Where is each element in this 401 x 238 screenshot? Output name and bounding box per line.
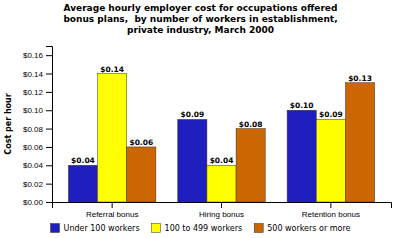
y-tick: $0.16 bbox=[23, 51, 52, 60]
x-tick: Retention bonus bbox=[302, 202, 360, 219]
y-tick: $0.08 bbox=[23, 125, 52, 134]
x-tick: Hiring bonus bbox=[199, 202, 244, 219]
plot: $0.00 $0.02 $0.04 $0.06 $0.08 $0.10 $0.12 $0.14… bbox=[23, 47, 392, 219]
y-tick-label: $0.06 bbox=[23, 143, 44, 152]
data-labels: $0.04 $0.09 $0.10 $0.14 $0.04 $0.09 $0.06 $0.08… bbox=[71, 65, 372, 166]
bar bbox=[287, 110, 316, 202]
bar bbox=[316, 119, 345, 202]
series bbox=[98, 74, 346, 202]
y-tick: $0.12 bbox=[23, 88, 52, 97]
y-tick-label: $0.10 bbox=[23, 106, 44, 115]
data-label: $0.14 bbox=[100, 65, 124, 74]
bar bbox=[127, 147, 156, 202]
x-axis: Referral bonus Hiring bonus Retention bonu… bbox=[53, 202, 392, 219]
legend-label: Under 100 workers bbox=[64, 224, 140, 233]
y-tick-label: $0.12 bbox=[23, 88, 44, 97]
legend-label: 100 to 499 workers bbox=[165, 224, 243, 233]
x-tick-label: Retention bonus bbox=[302, 210, 360, 219]
y-tick: $0.00 bbox=[23, 198, 52, 207]
x-tick-mark bbox=[112, 202, 113, 208]
y-tick-label: $0.16 bbox=[23, 51, 44, 60]
legend-item: 500 workers or more bbox=[254, 224, 350, 233]
y-tick-label: $0.00 bbox=[23, 198, 44, 207]
y-tick: $0.02 bbox=[23, 180, 52, 189]
y-tick: $0.14 bbox=[23, 70, 52, 79]
bar bbox=[178, 119, 207, 202]
data-label: $0.06 bbox=[129, 138, 153, 147]
bars bbox=[68, 74, 374, 202]
legend-swatch bbox=[254, 224, 263, 233]
data-label: $0.10 bbox=[290, 101, 314, 110]
legend: Under 100 workers 100 to 499 workers 500 w… bbox=[51, 224, 351, 233]
data-label: $0.13 bbox=[348, 74, 372, 83]
y-tick-mark bbox=[46, 184, 52, 185]
y-tick-label: $0.08 bbox=[23, 125, 44, 134]
y-tick-mark bbox=[46, 110, 52, 111]
y-tick-label: $0.04 bbox=[23, 161, 44, 170]
y-tick: $0.04 bbox=[23, 161, 52, 170]
y-tick-label: $0.02 bbox=[23, 180, 44, 189]
data-label: $0.04 bbox=[210, 156, 234, 165]
x-tick: Referral bonus bbox=[86, 202, 138, 219]
x-tick-mark bbox=[221, 202, 222, 208]
y-axis-line bbox=[46, 47, 53, 203]
bar bbox=[68, 165, 97, 202]
chart: Average hourly employer cost for occupat… bbox=[0, 0, 401, 238]
title: Average hourly employer cost for occupat… bbox=[63, 3, 337, 35]
x-tick-label: Referral bonus bbox=[86, 210, 138, 219]
x-axis-line bbox=[53, 203, 392, 209]
x-tick-label: Hiring bonus bbox=[199, 210, 244, 219]
legend-item: Under 100 workers bbox=[51, 224, 140, 233]
legend-label: 500 workers or more bbox=[267, 224, 350, 233]
y-tick-mark bbox=[46, 55, 52, 56]
y-axis: $0.00 $0.02 $0.04 $0.06 $0.08 $0.10 $0.12 $0.14… bbox=[23, 47, 53, 208]
bar bbox=[236, 129, 265, 202]
legend-item: 100 to 499 workers bbox=[152, 224, 243, 233]
y-tick: $0.10 bbox=[23, 106, 52, 115]
data-label: $0.09 bbox=[180, 110, 204, 119]
data-label: $0.09 bbox=[319, 110, 343, 119]
legend-swatch bbox=[51, 224, 60, 233]
y-tick-mark bbox=[46, 147, 52, 148]
y-tick-mark bbox=[46, 129, 52, 130]
y-tick-label: $0.14 bbox=[23, 70, 44, 79]
x-tick-mark bbox=[330, 202, 331, 208]
bar bbox=[98, 74, 127, 202]
legend-swatch bbox=[152, 224, 161, 233]
bar bbox=[207, 165, 236, 202]
series bbox=[127, 83, 375, 202]
data-label: $0.08 bbox=[239, 120, 263, 129]
y-tick-mark bbox=[46, 165, 52, 166]
y-tick-mark bbox=[46, 202, 52, 203]
y-tick-mark bbox=[46, 74, 52, 75]
y-tick: $0.06 bbox=[23, 143, 52, 152]
data-label: $0.04 bbox=[71, 156, 95, 165]
y-tick-mark bbox=[46, 92, 52, 93]
bar bbox=[345, 83, 374, 202]
y-axis-title: Cost per hour bbox=[4, 93, 13, 155]
